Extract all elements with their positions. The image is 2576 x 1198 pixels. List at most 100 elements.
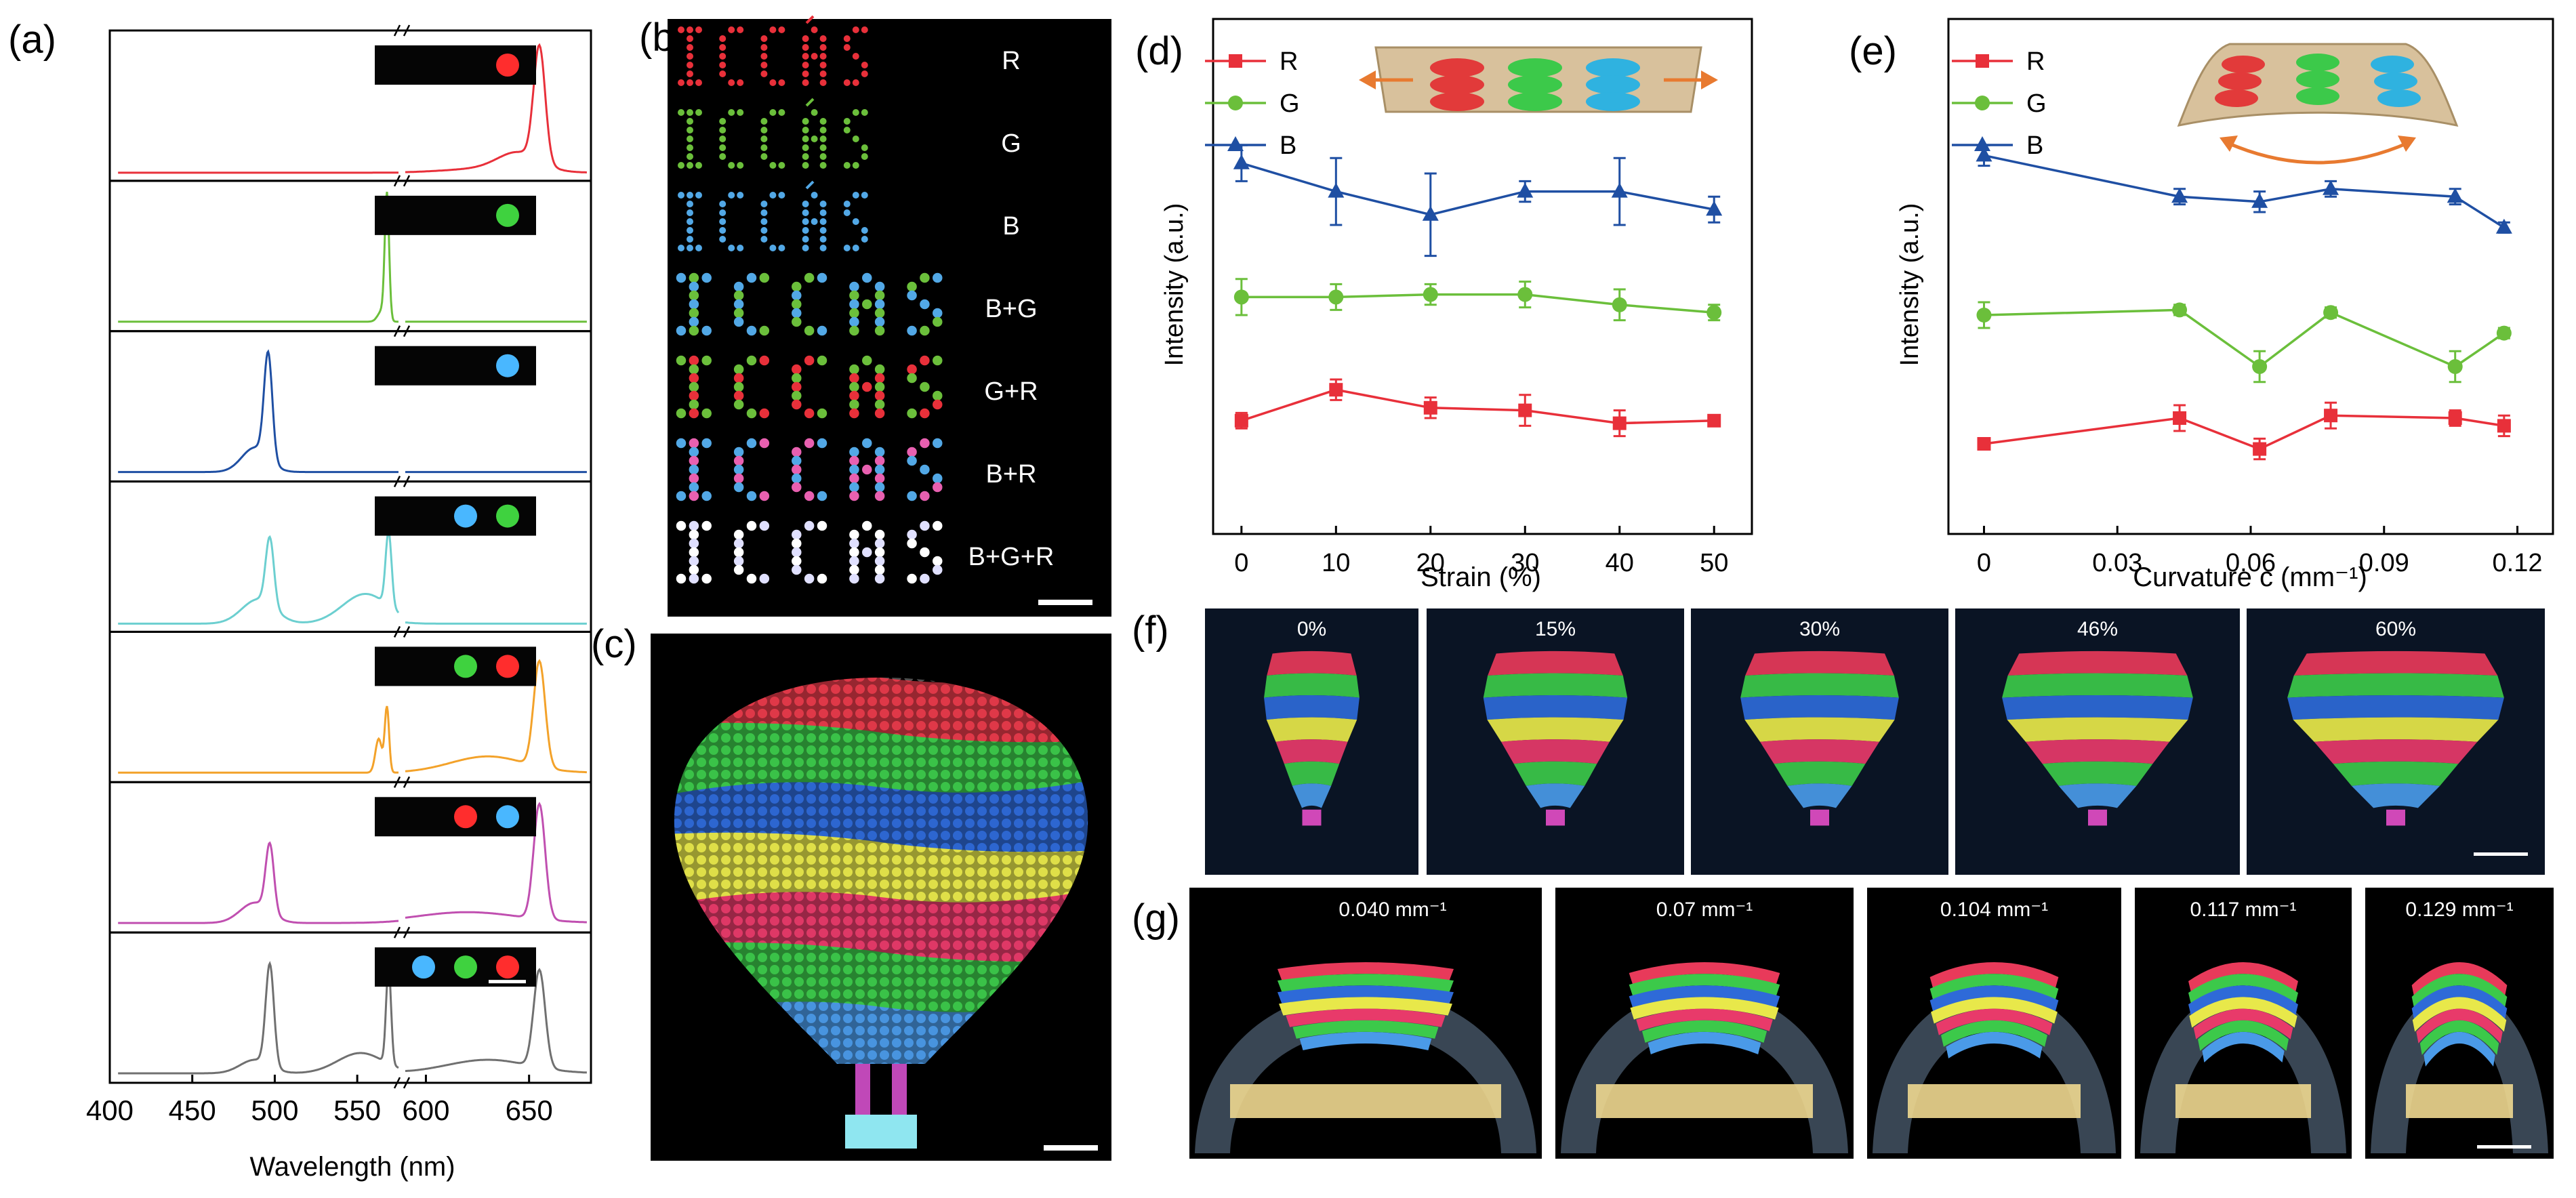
- panel-b-letter-dot: [907, 281, 917, 292]
- panel-b-letter-dot: [676, 520, 687, 531]
- panel-d-xlabel: Strain (%): [1420, 562, 1541, 592]
- panel-a-inset-dot-green: [496, 504, 519, 528]
- marker-B: [1517, 182, 1534, 198]
- panel-b-letter-dot: [792, 281, 802, 292]
- panel-b-letter-dot: [874, 491, 885, 501]
- panel-b-letter-dot: [676, 573, 687, 584]
- xtick-label: 0.03: [2092, 549, 2142, 577]
- panel-b-letter-dot: [819, 236, 827, 243]
- panel-b-letter-dot: [874, 364, 885, 375]
- panel-b-letter-dot: [689, 573, 699, 584]
- panel-b-letter-dot: [862, 355, 872, 366]
- panel-a-axis-break: [403, 24, 411, 37]
- marker-G: [2447, 359, 2463, 374]
- panel-f-band: [2007, 650, 2188, 676]
- panel-b-letter-dot: [689, 564, 699, 575]
- panel-f-band: [1483, 695, 1628, 720]
- panel-f-basket: [2386, 809, 2405, 826]
- panel-b-letter-dot: [719, 127, 727, 133]
- panel-b-letter-dot: [760, 35, 768, 42]
- panel-b-letter-dot: [792, 473, 802, 484]
- panel-b-letter-dot: [849, 491, 859, 501]
- panel-g-band: [2424, 1031, 2495, 1067]
- marker-B: [2251, 192, 2268, 208]
- panel-b-row-caption: B: [1002, 212, 1019, 241]
- panel-b-letter-dot: [701, 438, 712, 449]
- panel-a-axis-break: [403, 625, 411, 638]
- panel-b-letter-dot: [728, 192, 735, 199]
- panel-b-letter-dot: [737, 245, 744, 251]
- panel-b-letter-dot: [737, 162, 744, 169]
- panel-b-letter-dot: [678, 109, 684, 116]
- panel-g-band: [2411, 962, 2508, 997]
- panel-b-letter-dot: [849, 455, 859, 466]
- panel-b-letter-dot: [719, 209, 727, 216]
- panel-f-band: [1284, 761, 1340, 786]
- panel-f-basket: [1546, 809, 1565, 826]
- panel-b-letter-dot: [811, 136, 818, 142]
- panel-b-letter-dot: [849, 408, 859, 419]
- legend-marker: [1228, 96, 1243, 110]
- panel-b-letter-dot: [701, 272, 712, 283]
- panel-b-letter-dot: [733, 381, 744, 392]
- panel-b-letter-dot: [874, 447, 885, 457]
- panel-a-spectrum-line: [405, 968, 587, 1074]
- panel-b-letter-dot: [861, 236, 868, 243]
- panel-b-letter-dot: [802, 201, 809, 207]
- panel-g-arch: [1873, 989, 2116, 1153]
- panel-f-band: [2002, 695, 2193, 720]
- panel-a-spectra: [108, 24, 592, 1084]
- marker-G: [1423, 287, 1438, 302]
- panel-b-letter-dot: [676, 438, 687, 449]
- panel-g-band: [1936, 1008, 2053, 1035]
- panel-a-axis-break: [393, 926, 401, 938]
- panel-b-letter-dot: [728, 162, 735, 169]
- panel-b-row-caption: B+R: [986, 460, 1037, 489]
- panel-a-tick-label: 550: [333, 1094, 381, 1126]
- panel-a-axis-break: [393, 625, 401, 638]
- panel-b-letter-dot: [760, 236, 768, 243]
- xtick-label: 0: [1977, 549, 1991, 577]
- panel-a-tick-label: 450: [169, 1094, 216, 1126]
- panel-b-letter-dot: [802, 236, 809, 243]
- panel-b-letter-dot: [862, 464, 872, 475]
- panel-b-letter-dot: [778, 109, 785, 116]
- marker-G: [2496, 325, 2512, 341]
- panel-a-spectrum-line: [118, 527, 400, 625]
- panel-b-letter-dot: [719, 44, 727, 51]
- panel-a-inset-dot-red: [496, 655, 519, 678]
- panel-b-letter-dot: [861, 192, 868, 199]
- panel-b-letter-dot: [746, 325, 757, 336]
- panel-b-letter-dot: [861, 153, 868, 160]
- panel-e-chart: 0 0.03 0.06 0.09 0.12 RGB: [1952, 47, 2543, 577]
- marker-R: [1977, 437, 1991, 451]
- xtick-label: 20: [1416, 549, 1445, 577]
- panel-b-letter-dot: [701, 355, 712, 366]
- panel-b-letter-dot: [792, 364, 802, 375]
- panel-b-letter-dot: [849, 281, 859, 292]
- panel-b-letter-dot: [792, 299, 802, 310]
- panel-f-band: [1264, 673, 1359, 698]
- panel-b-letter-dot: [719, 62, 727, 68]
- panel-b-letter-dot: [792, 447, 802, 457]
- panel-b-letter-dot: [811, 109, 818, 116]
- panel-b-letter-dot: [819, 227, 827, 234]
- panel-f-band: [1292, 783, 1332, 808]
- xtick-label: 50: [1700, 549, 1728, 577]
- panel-b-letter-dot: [849, 390, 859, 401]
- panel-f-band: [2042, 761, 2153, 786]
- panel-f-band: [2314, 739, 2478, 764]
- panel-f-basket: [1302, 809, 1322, 826]
- series-line-G: [1241, 293, 1715, 314]
- panel-g-band: [2412, 997, 2507, 1032]
- panel-b-letter-dot: [695, 245, 702, 251]
- panel-f-band: [1774, 761, 1866, 786]
- panel-b-letter-dot: [874, 390, 885, 401]
- panel-g-arch: [2140, 989, 2346, 1153]
- marker-B: [1328, 182, 1345, 198]
- panel-g-band: [1286, 1008, 1446, 1027]
- marker-B: [2447, 188, 2463, 203]
- panel-b-letter-dot: [687, 192, 693, 199]
- marker-R: [1423, 400, 1437, 415]
- panel-f-band: [1740, 695, 1899, 720]
